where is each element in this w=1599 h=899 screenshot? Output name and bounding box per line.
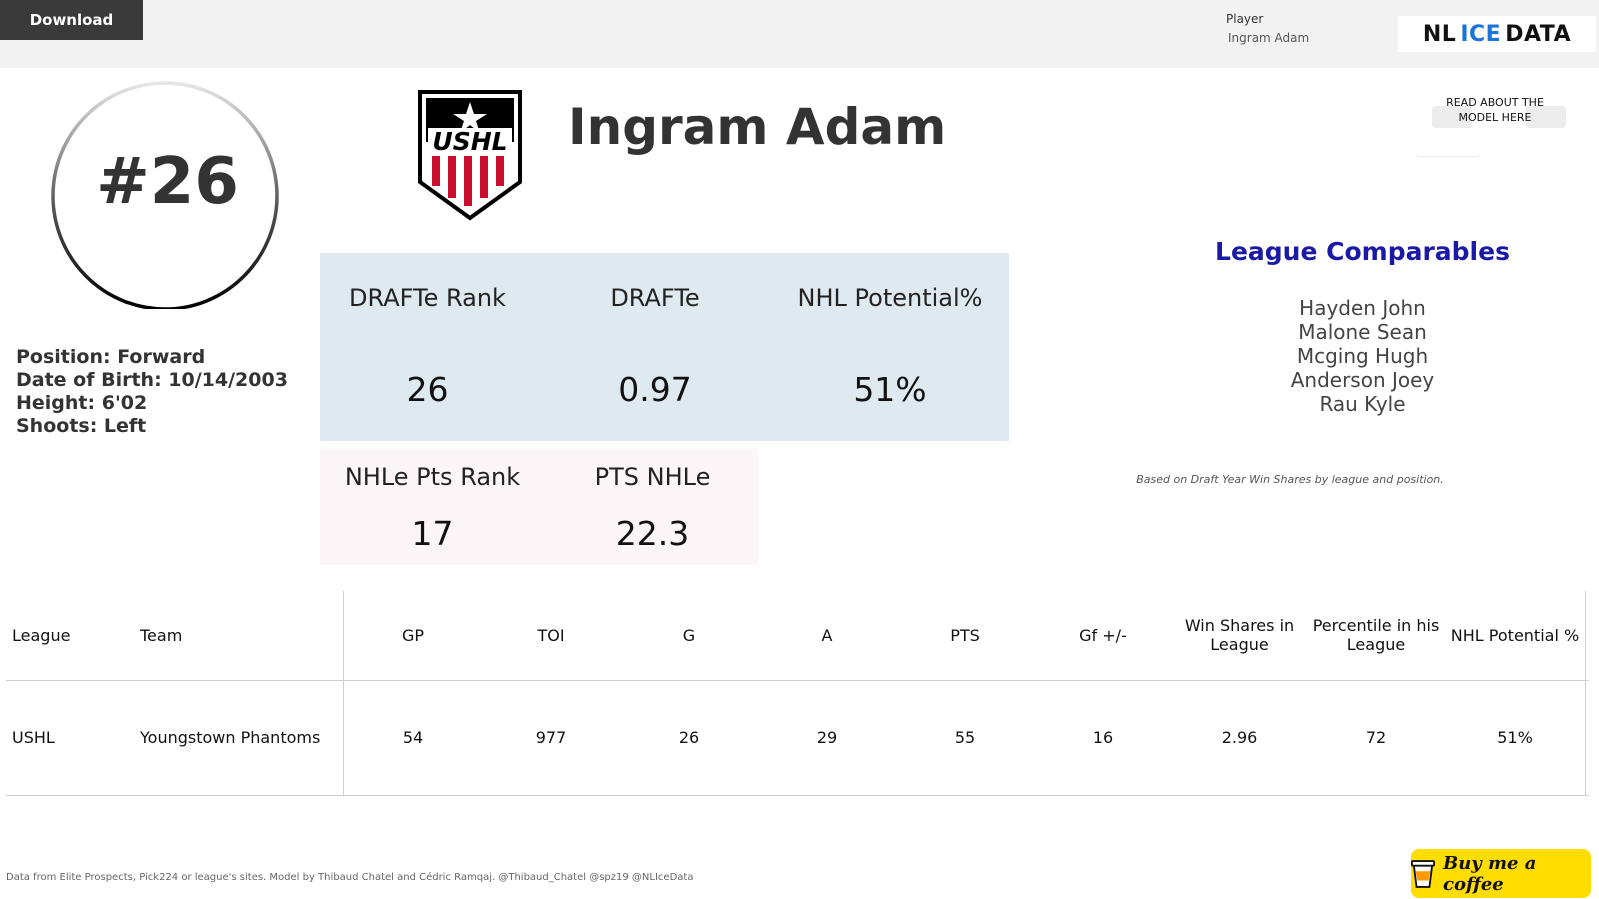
table-cell-a: 29	[816, 728, 838, 747]
player-shoots: Shoots: Left	[16, 415, 147, 437]
jersey-circle	[51, 81, 279, 309]
table-header-pts: PTS	[950, 626, 980, 645]
stats-card-primary	[320, 253, 1009, 441]
table-column-divider	[343, 591, 344, 795]
buy-me-a-coffee-button[interactable]: Buy me a coffee	[1411, 849, 1591, 898]
player-filter-dropdown[interactable]: Ingram Adam	[1228, 31, 1310, 45]
table-header-g: G	[682, 626, 696, 645]
table-cell-toi: 977	[535, 728, 567, 747]
player-dob: Date of Birth: 10/14/2003	[16, 369, 288, 391]
table-cell-gp: 54	[402, 728, 424, 747]
comparable-player: Mcging Hugh	[1296, 344, 1429, 368]
drafte-label: DRAFTe	[610, 284, 700, 312]
table-header-a: A	[821, 626, 833, 645]
nhle-pts-rank-value: 17	[411, 514, 454, 553]
table-cell-team: Youngstown Phantoms	[140, 728, 321, 747]
table-header-team: Team	[140, 626, 183, 645]
drafte-rank-value: 26	[406, 370, 449, 409]
table-header-gp: GP	[401, 626, 425, 645]
table-header-percentile: Percentile in his League	[1312, 616, 1440, 654]
brand-logo-part1: NL	[1422, 21, 1457, 47]
table-header-divider	[6, 680, 1589, 681]
drafte-rank-label: DRAFTe Rank	[349, 284, 506, 312]
top-bar	[0, 0, 1599, 68]
comparables-note: Based on Draft Year Win Shares by league…	[1136, 473, 1444, 486]
pts-nhle-label: PTS NHLe	[594, 463, 711, 491]
player-info: Position: Forward Date of Birth: 10/14/2…	[16, 346, 288, 438]
stats-card-secondary	[320, 449, 758, 565]
table-cell-percentile: 72	[1365, 728, 1387, 747]
table-cell-nhl-potential: 51%	[1497, 728, 1533, 747]
player-height: Height: 6'02	[16, 392, 148, 414]
league-logo: USHL	[418, 90, 522, 221]
nhl-potential-label: NHL Potential%	[797, 284, 983, 312]
coffee-button-label: Buy me a coffee	[1442, 852, 1537, 895]
brand-logo: NL ICE DATA	[1398, 16, 1596, 52]
model-link-text[interactable]: READ ABOUT THE MODEL HERE	[1446, 96, 1544, 124]
model-link-thumbnail[interactable]	[1418, 72, 1568, 160]
player-name: Ingram Adam	[568, 98, 947, 156]
table-header-win-shares: Win Shares in League	[1184, 616, 1295, 654]
player-filter-label: Player	[1226, 12, 1264, 26]
comparable-player: Rau Kyle	[1319, 392, 1406, 416]
player-position: Position: Forward	[16, 346, 206, 368]
table-cell-win-shares: 2.96	[1221, 728, 1258, 747]
table-header-nhl-potential: NHL Potential %	[1450, 626, 1580, 645]
table-cell-league: USHL	[12, 728, 55, 747]
table-bottom-border	[6, 795, 1589, 796]
drafte-value: 0.97	[618, 370, 692, 409]
comparable-player: Hayden John	[1299, 296, 1426, 320]
table-header-gf: Gf +/-	[1079, 626, 1127, 645]
comparables-title: League Comparables	[1215, 237, 1510, 266]
nhle-pts-rank-label: NHLe Pts Rank	[344, 463, 521, 491]
league-logo-text: USHL	[432, 127, 507, 156]
table-cell-g: 26	[678, 728, 700, 747]
footer-credits: Data from Elite Prospects, Pick224 or le…	[6, 872, 694, 883]
brand-logo-part3: DATA	[1505, 21, 1572, 47]
brand-logo-part2: ICE	[1460, 21, 1502, 47]
table-right-border	[1585, 591, 1586, 795]
jersey-number: #26	[96, 145, 239, 219]
table-header-league: League	[12, 626, 71, 645]
nhl-potential-value: 51%	[853, 370, 927, 409]
comparables-list: Hayden John Malone Sean Mcging Hugh Ande…	[1160, 296, 1565, 416]
table-cell-gf: 16	[1092, 728, 1114, 747]
comparable-player: Malone Sean	[1298, 320, 1427, 344]
table-header-toi: TOI	[537, 626, 565, 645]
pts-nhle-value: 22.3	[615, 514, 690, 553]
comparable-player: Anderson Joey	[1290, 368, 1435, 392]
coffee-cup-icon	[1411, 859, 1435, 888]
download-button[interactable]: Download	[0, 0, 143, 40]
table-cell-pts: 55	[954, 728, 976, 747]
